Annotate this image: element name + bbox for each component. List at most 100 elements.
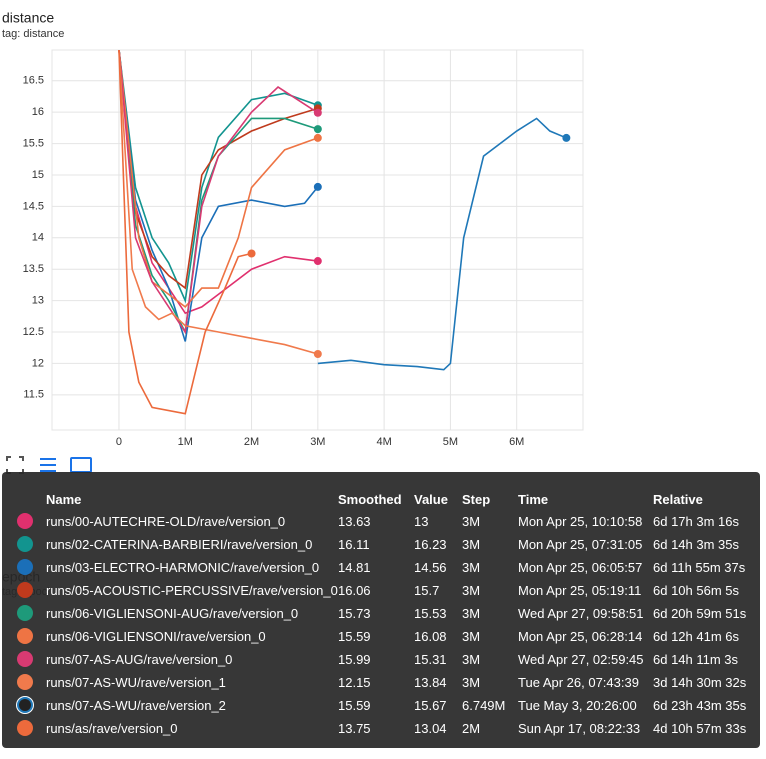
y-tick-label: 14.5 <box>23 200 44 212</box>
list-icon[interactable] <box>40 458 56 472</box>
cell: runs/07-AS-AUG/rave/version_0 <box>46 652 233 667</box>
cell: 3M <box>462 583 481 598</box>
x-tick-label: 4M <box>376 436 391 448</box>
cell: 6d 17h 3m 16s <box>653 514 740 529</box>
x-tick-label: 3M <box>310 436 325 448</box>
cell: runs/00-AUTECHRE-OLD/rave/version_0 <box>46 514 286 529</box>
cell: Mon Apr 25, 06:28:14 <box>518 629 643 644</box>
legend-swatch <box>17 651 33 667</box>
series-end-point <box>562 133 571 142</box>
cell: 2M <box>462 721 481 736</box>
cell: 6d 14h 3m 35s <box>653 537 740 552</box>
series-end-point <box>313 125 322 134</box>
cell: 4d 10h 57m 33s <box>653 721 747 736</box>
cell: 3M <box>462 514 481 529</box>
fit-icon[interactable] <box>6 456 24 474</box>
cell: runs/05-ACOUSTIC-PERCUSSIVE/rave/version… <box>46 583 338 598</box>
cell: 15.99 <box>338 652 371 667</box>
x-tick-label: 0 <box>116 436 122 448</box>
chart-title: distance <box>2 10 54 26</box>
cell: 6d 23h 43m 35s <box>653 698 747 713</box>
y-tick-label: 15.5 <box>23 137 44 149</box>
cell: 3M <box>462 537 481 552</box>
cell: 13.84 <box>414 675 447 690</box>
x-tick-label: 1M <box>178 436 193 448</box>
plot-lines <box>118 50 571 415</box>
y-tick-label: 14 <box>32 232 44 244</box>
cell: 16.06 <box>338 583 371 598</box>
legend-swatch <box>17 697 33 713</box>
cell: runs/06-VIGLIENSONI/rave/version_0 <box>46 629 266 644</box>
x-tick-label: 5M <box>443 436 458 448</box>
cell: 16.23 <box>414 537 447 552</box>
cell: 15.7 <box>414 583 440 598</box>
cell: 6d 11h 55m 37s <box>653 560 746 575</box>
x-tick-label: 2M <box>244 436 259 448</box>
series-end-point <box>313 257 322 266</box>
cell: 3M <box>462 629 481 644</box>
y-tick-label: 16 <box>32 106 44 118</box>
cell: runs/07-AS-WU/rave/version_1 <box>46 675 226 690</box>
toolbar <box>6 456 92 474</box>
cell: Sun Apr 17, 08:22:33 <box>518 721 641 736</box>
series-line <box>317 117 567 371</box>
y-tick-label: 13.5 <box>23 263 44 275</box>
cell: runs/07-AS-WU/rave/version_2 <box>46 698 226 713</box>
cell: Wed Apr 27, 09:58:51 <box>518 606 644 621</box>
series-line <box>118 50 319 308</box>
cell: Mon Apr 25, 10:10:58 <box>518 514 643 529</box>
legend-swatch <box>17 582 33 598</box>
cell: 15.59 <box>338 629 371 644</box>
series-line <box>118 50 252 415</box>
plot-frame <box>51 49 584 431</box>
series-line <box>118 50 319 335</box>
cell: runs/06-VIGLIENSONI-AUG/rave/version_0 <box>46 606 299 621</box>
series-end-point <box>247 249 256 258</box>
cell: Tue Apr 26, 07:43:39 <box>518 675 639 690</box>
series-end-point <box>313 350 322 358</box>
cell: 6d 10h 56m 5s <box>653 583 740 598</box>
cell: 13.04 <box>414 721 447 736</box>
cell: 3M <box>462 652 481 667</box>
cell: runs/03-ELECTRO-HARMONIC/rave/version_0 <box>46 560 320 575</box>
legend-swatch <box>17 628 33 644</box>
cell: Mon Apr 25, 06:05:57 <box>518 560 643 575</box>
series-line <box>118 50 319 290</box>
cell: 15.53 <box>414 606 447 621</box>
cell: Tue May 3, 20:26:00 <box>518 698 637 713</box>
y-tick-label: 12.5 <box>23 326 44 338</box>
chart-subtitle: tag: distance <box>2 28 64 40</box>
grid <box>51 49 584 431</box>
column-header: Name <box>46 492 82 507</box>
cell: 13.75 <box>338 721 371 736</box>
cell: 6.749M <box>462 698 506 713</box>
legend-swatch <box>17 513 33 529</box>
legend-swatch <box>17 674 33 690</box>
cell: 3d 14h 30m 32s <box>653 675 747 690</box>
column-header: Time <box>518 492 549 507</box>
cell: runs/02-CATERINA-BARBIERI/rave/version_0 <box>46 537 313 552</box>
column-header: Step <box>462 492 491 507</box>
cell: Wed Apr 27, 02:59:45 <box>518 652 644 667</box>
cell: 3M <box>462 606 481 621</box>
legend-swatch <box>17 605 33 621</box>
legend-swatch <box>17 536 33 552</box>
cell: Mon Apr 25, 05:19:11 <box>518 583 642 598</box>
legend-swatch <box>17 720 33 736</box>
y-tick-label: 15 <box>32 169 44 181</box>
expand-icon[interactable] <box>70 457 92 473</box>
cell: Mon Apr 25, 07:31:05 <box>518 537 643 552</box>
y-tick-label: 13 <box>32 295 44 307</box>
column-header: Value <box>414 492 448 507</box>
series-end-point <box>313 133 322 142</box>
column-header: Smoothed <box>338 492 402 507</box>
cell: 6d 14h 11m 3s <box>653 652 739 667</box>
x-tick-label: 6M <box>509 436 524 448</box>
series-end-point <box>313 182 322 191</box>
cell: 6d 20h 59m 51s <box>653 606 747 621</box>
cell: 13.63 <box>338 514 371 529</box>
series-line <box>118 50 319 335</box>
legend-swatch <box>17 559 33 575</box>
series-end-point <box>313 108 322 117</box>
